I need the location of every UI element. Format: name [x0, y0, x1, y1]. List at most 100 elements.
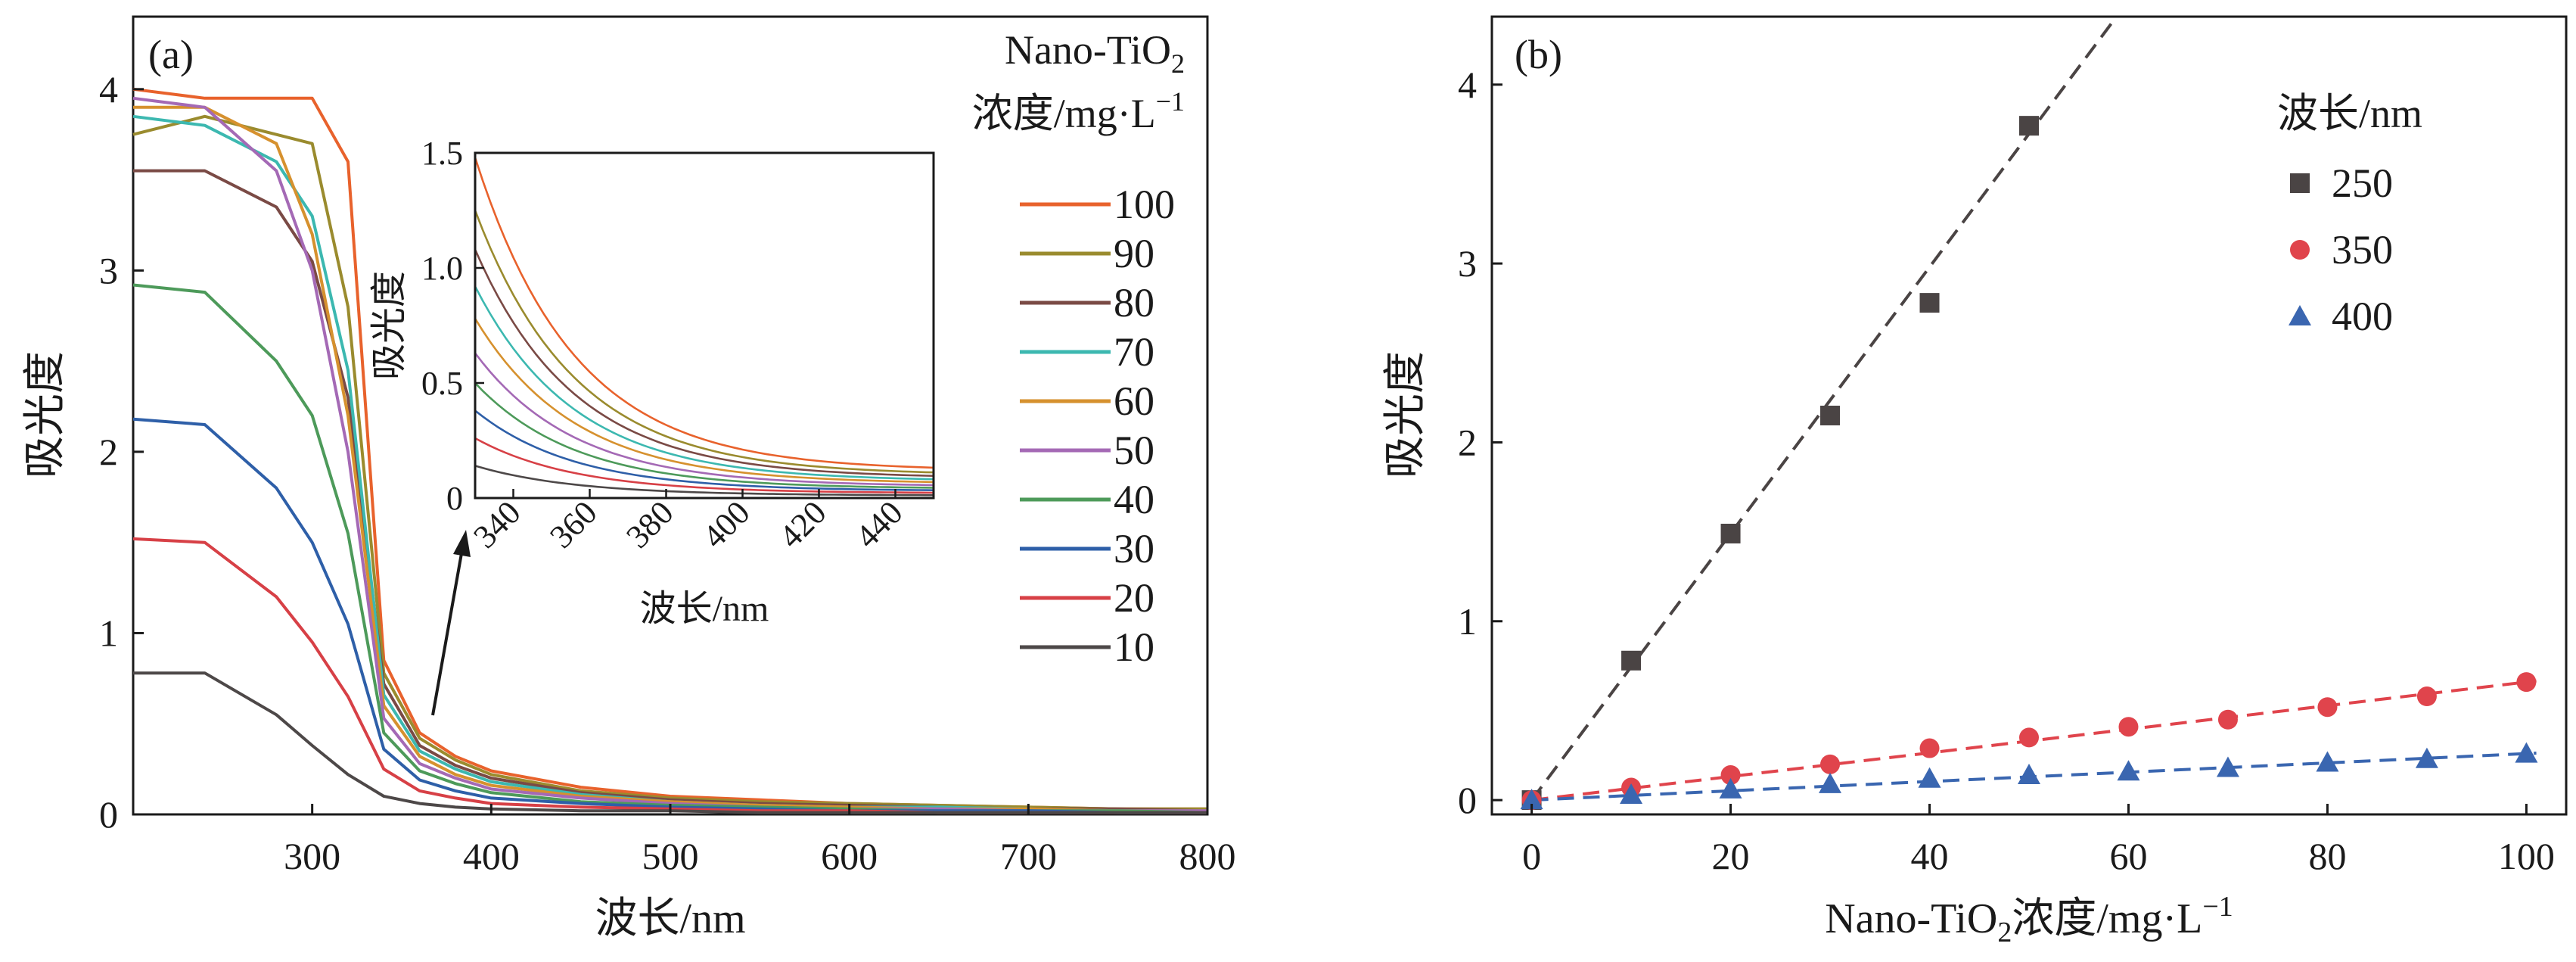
- spectrum-line-10: [133, 671, 1207, 814]
- b-x-tick-label-80: 80: [2308, 835, 2346, 877]
- y-tick-label-2: 2: [99, 431, 118, 473]
- point-250-10: [1621, 650, 1642, 671]
- inset-x-tick-label-340: 340: [466, 493, 527, 555]
- legend-label-100: 100: [1114, 182, 1175, 227]
- panel-b-x-axis-label: Nano-TiO2浓度/mg·L−1: [1825, 891, 2233, 948]
- b-legend-label-400: 400: [2332, 294, 2393, 339]
- x-tick-label-500: 500: [642, 835, 699, 877]
- inset-background: [475, 153, 934, 498]
- inset-line-20: [474, 437, 934, 494]
- inset-y-tick-label-2: 1.0: [421, 250, 463, 287]
- inset-y-ticks: 0 0.5 1.0 1.5: [421, 135, 484, 517]
- b-x-tick-label-100: 100: [2498, 835, 2555, 877]
- point-400-100: [2515, 742, 2538, 763]
- x-tick-label-800: 800: [1179, 835, 1236, 877]
- legend-label-20: 20: [1114, 575, 1154, 621]
- inset-y-tick-label-3: 1.5: [421, 135, 463, 172]
- point-400-20: [1719, 777, 1742, 799]
- inset-line-100: [474, 157, 934, 469]
- point-250-50: [2019, 116, 2039, 136]
- point-350-60: [2118, 717, 2139, 737]
- x-tick-label-700: 700: [1000, 835, 1057, 877]
- inset-line-80: [474, 249, 934, 477]
- panel-b-x-ticks: 0 20 40 60 80 100: [1522, 804, 2555, 877]
- inset-line-10: [474, 465, 934, 497]
- inset-x-tick-label-360: 360: [542, 493, 604, 555]
- inset-y-tick-label-0: 0: [446, 480, 463, 517]
- y-tick-label-3: 3: [99, 249, 118, 291]
- b-y-tick-label-0: 0: [1458, 779, 1477, 821]
- inset-x-tick-label-380: 380: [619, 493, 680, 555]
- panel-a-x-ticks: 300 400 500 600 700 800: [284, 804, 1236, 877]
- legend-label-80: 80: [1114, 280, 1154, 325]
- legend-label-90: 90: [1114, 231, 1154, 276]
- point-250-30: [1820, 406, 1841, 425]
- x-tick-label-400: 400: [463, 835, 520, 877]
- inset-line-90: [474, 210, 934, 474]
- inset-y-axis-label: 吸光度: [369, 271, 409, 380]
- b-legend-label-250: 250: [2332, 160, 2393, 206]
- b-legend-label-350: 350: [2332, 227, 2393, 272]
- panel-b-legend: 250 350 400: [2289, 160, 2393, 339]
- legend-label-70: 70: [1114, 329, 1154, 375]
- y-tick-label-0: 0: [99, 793, 118, 836]
- spectrum-line-30: [132, 417, 1207, 814]
- b-x-tick-label-0: 0: [1522, 835, 1541, 877]
- legend-marker-400: [2289, 305, 2311, 325]
- inset-plot-frame: [474, 151, 935, 500]
- panel-b-legend-title: 波长/nm: [2277, 91, 2422, 136]
- legend-label-50: 50: [1114, 428, 1154, 473]
- panel-a-legend-title-line1: Nano-TiO2: [1005, 27, 1185, 79]
- point-250-20: [1720, 523, 1741, 543]
- panel-b-y-axis-label: 吸光度: [1382, 351, 1429, 478]
- point-350-70: [2217, 709, 2238, 730]
- point-400-80: [2316, 751, 2339, 772]
- y-tick-label-1: 1: [99, 612, 118, 654]
- b-y-tick-label-3: 3: [1458, 242, 1477, 285]
- panel-a-legend-title-line2: 浓度/mg·L−1: [972, 86, 1185, 136]
- point-400-60: [2117, 760, 2140, 781]
- point-400-70: [2216, 756, 2239, 777]
- inset-x-axis-label: 波长/nm: [640, 589, 769, 629]
- x-tick-label-600: 600: [821, 835, 878, 877]
- b-y-tick-label-2: 2: [1458, 421, 1477, 463]
- panel-a-y-axis-label: 吸光度: [22, 351, 69, 478]
- point-400-40: [1918, 767, 1941, 788]
- inset-line-50: [474, 352, 934, 487]
- inset-line-30: [474, 409, 934, 491]
- point-350-90: [2416, 686, 2437, 707]
- legend-label-30: 30: [1114, 526, 1154, 571]
- inset-line-60: [474, 318, 934, 484]
- y-tick-label-4: 4: [99, 68, 118, 111]
- point-350-20: [1720, 765, 1741, 786]
- inset-y-tick-label-1: 0.5: [421, 365, 463, 402]
- inset-x-tick-label-440: 440: [848, 493, 909, 555]
- panel-b-data-points: [1520, 116, 2538, 811]
- inset-pointer-arrowhead: [453, 530, 471, 557]
- panel-a-label: (a): [148, 32, 194, 77]
- panel-a-y-ticks: 0 1 2 3 4: [99, 68, 144, 836]
- panel-b-plot-frame: [1490, 15, 2568, 816]
- x-tick-label-300: 300: [284, 835, 340, 877]
- inset-x-tick-label-400: 400: [695, 493, 757, 555]
- b-x-tick-label-40: 40: [1911, 835, 1949, 877]
- point-350-30: [1820, 754, 1841, 774]
- legend-label-60: 60: [1114, 378, 1154, 424]
- panel-b-y-ticks: 0 1 2 3 4: [1458, 64, 1502, 821]
- point-350-40: [1919, 738, 1940, 758]
- point-350-50: [2019, 727, 2039, 748]
- spectrum-line-90: [132, 114, 1207, 811]
- panel-b-label: (b): [1515, 32, 1562, 77]
- point-350-100: [2516, 672, 2537, 693]
- panel-a-x-axis-label: 波长/nm: [595, 895, 745, 942]
- inset-x-tick-label-420: 420: [772, 493, 833, 555]
- legend-marker-250: [2290, 173, 2310, 193]
- panel-b: 0 20 40 60 80 100 0 1 2 3 4 (b) Nano-TiO2浓度/mg·L−…: [1382, 15, 2568, 948]
- b-y-tick-label-1: 1: [1458, 600, 1477, 643]
- inset-line-70: [474, 285, 934, 481]
- panel-a-series-lines: [132, 87, 1208, 814]
- point-400-0: [1520, 789, 1543, 810]
